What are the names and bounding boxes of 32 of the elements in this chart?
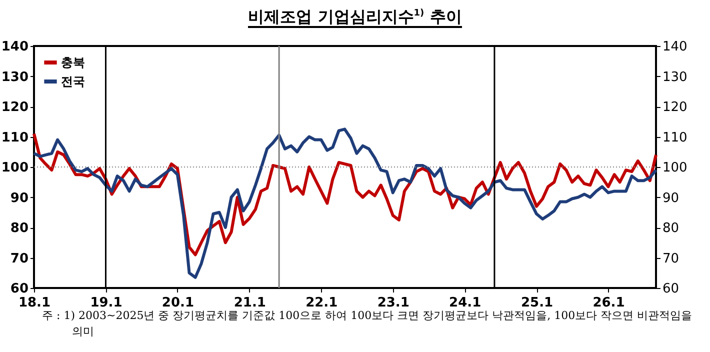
x-tick-label: 26.1 (592, 296, 625, 310)
y2-tick-label: 100 (662, 160, 688, 176)
y-tick-label: 90 (10, 190, 28, 206)
y-tick-label: 110 (1, 130, 28, 146)
y-tick-label: 130 (1, 70, 28, 85)
y-tick-label: 70 (10, 251, 28, 266)
y-tick-label: 80 (10, 221, 28, 236)
x-tick-label: 21.1 (234, 296, 266, 310)
y2-tick-label: 60 (662, 282, 680, 296)
y-tick-label: 120 (1, 100, 28, 115)
x-tick-label: 25.1 (520, 296, 554, 310)
line-series (32, 128, 658, 279)
y-tick-label: 140 (1, 40, 28, 54)
y2-tick-label: 140 (662, 40, 688, 54)
legend-label: 전국 (61, 74, 85, 88)
y-tick-label: 60 (10, 282, 28, 296)
y2-tick-label: 110 (662, 130, 688, 146)
y2-tick-label: 80 (662, 221, 680, 236)
x-tick-label: 19.1 (90, 296, 122, 310)
x-tick-label: 20.1 (162, 296, 194, 310)
y2-tick-label: 70 (662, 251, 680, 266)
x-tick-label: 24.1 (449, 296, 482, 310)
x-tick-label: 22.1 (306, 296, 338, 310)
x-tick-label: 23.1 (377, 296, 410, 310)
chart-title: 비제조업 기업심리지수$^{1)}$ 추이 (248, 7, 462, 28)
y2-tick-label: 130 (662, 70, 688, 85)
x-tick-label: 18.1 (18, 296, 51, 310)
y2-tick-label: 120 (662, 100, 688, 115)
text: 주 : 1) 2003~2025년 중 장기평균치를 기준값 100으로 하여 100보다 크면 장기평균보다 낙관적임을, 100보다 작으면 비관적임을 의미 (41, 308, 694, 340)
legend-label: 충북 (61, 56, 85, 70)
y2-tick-label: 90 (662, 190, 680, 206)
y-tick-label: 100 (1, 160, 28, 176)
